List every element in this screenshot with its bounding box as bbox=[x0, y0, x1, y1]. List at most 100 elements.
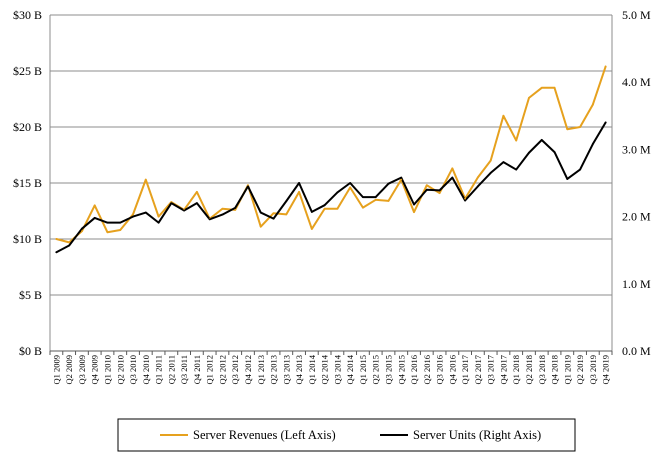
server-units-point bbox=[259, 211, 262, 214]
server-units-point bbox=[208, 218, 211, 221]
x-axis-tick-label: Q4 2019 bbox=[601, 355, 611, 385]
server-revenues-point bbox=[362, 206, 364, 209]
x-axis-tick-label: Q3 2018 bbox=[537, 355, 547, 385]
server-units-point bbox=[489, 172, 492, 174]
x-axis-tick-label: Q1 2009 bbox=[51, 355, 61, 385]
server-units-point bbox=[579, 168, 581, 171]
server-revenues-point bbox=[336, 207, 339, 210]
left-axis-tick-label: $25 B bbox=[13, 64, 42, 78]
x-axis-tick-label: Q3 2015 bbox=[383, 355, 393, 385]
server-revenues-point bbox=[132, 213, 134, 216]
right-axis-tick-label: 0.0 M bbox=[622, 344, 651, 358]
server-revenues-point bbox=[310, 228, 313, 230]
server-units-point bbox=[183, 209, 186, 212]
server-revenues-point bbox=[489, 159, 492, 162]
left-axis-tick-label: $20 B bbox=[13, 120, 42, 134]
left-axis-tick-label: $15 B bbox=[13, 176, 42, 190]
x-axis-tick-label: Q1 2019 bbox=[562, 355, 572, 385]
x-axis-tick-label: Q1 2015 bbox=[358, 355, 368, 385]
server-units-line bbox=[55, 121, 607, 254]
server-revenues-point bbox=[579, 126, 581, 128]
x-axis-tick-label: Q1 2014 bbox=[307, 354, 317, 384]
server-units-point bbox=[106, 221, 109, 224]
x-axis-tick-label: Q4 2014 bbox=[345, 354, 355, 384]
server-units-point bbox=[515, 168, 518, 171]
server-units-point bbox=[298, 182, 300, 184]
server-revenues-point bbox=[81, 230, 83, 233]
server-revenues-point bbox=[285, 213, 288, 216]
left-axis-tick-label: $30 B bbox=[13, 8, 42, 22]
left-axis-tick-label: $10 B bbox=[13, 232, 42, 246]
server-units-legend-label: Server Units (Right Axis) bbox=[413, 428, 541, 442]
server-revenues-point bbox=[476, 176, 479, 179]
server-units-point bbox=[553, 151, 556, 153]
server-revenues-point bbox=[566, 128, 569, 131]
server-revenues-point bbox=[400, 178, 403, 181]
server-units-point bbox=[195, 202, 198, 205]
server-revenues-legend-label: Server Revenues (Left Axis) bbox=[193, 428, 336, 442]
server-units-point bbox=[464, 199, 467, 202]
server-revenues-point bbox=[540, 86, 543, 89]
server-units-point bbox=[247, 185, 249, 188]
x-axis-tick-label: Q2 2015 bbox=[371, 355, 381, 385]
server-revenues-point bbox=[591, 103, 594, 106]
x-axis-tick-label: Q2 2011 bbox=[166, 355, 176, 384]
x-axis-tick-label: Q1 2010 bbox=[102, 355, 112, 385]
x-axis-tick-label: Q4 2011 bbox=[192, 355, 202, 384]
server-units-point bbox=[400, 176, 403, 179]
x-axis-tick-label: Q3 2017 bbox=[486, 355, 496, 385]
left-axis-tick-label: $5 B bbox=[19, 288, 42, 302]
x-axis-tick-label: Q4 2018 bbox=[550, 355, 560, 385]
x-axis-tick-label: Q3 2013 bbox=[281, 355, 291, 385]
x-axis-tick-label: Q2 2016 bbox=[422, 355, 432, 385]
left-axis-tick-label: $0 B bbox=[19, 344, 42, 358]
server-revenues-point bbox=[93, 204, 96, 207]
server-units-point bbox=[81, 227, 83, 230]
server-revenues-point bbox=[272, 212, 275, 215]
right-axis-tick-label: 5.0 M bbox=[622, 8, 651, 22]
server-units-point bbox=[362, 196, 364, 199]
x-axis-tick-label: Q1 2011 bbox=[154, 355, 164, 384]
server-revenues-point bbox=[68, 241, 71, 244]
server-revenues-point bbox=[234, 208, 237, 211]
x-axis-tick-label: Q2 2009 bbox=[64, 355, 74, 385]
server-revenues-point bbox=[515, 139, 518, 142]
server-units-point bbox=[604, 121, 607, 124]
axes: $0 B $5 B $10 B $15 B $20 B $25 B $30 B 0.0 M 1.… bbox=[13, 8, 651, 385]
x-axis-tick-label: Q1 2018 bbox=[511, 355, 521, 385]
server-units-point bbox=[285, 200, 288, 203]
server-revenues-point bbox=[144, 178, 147, 181]
x-axis-tick-label: Q4 2012 bbox=[243, 355, 253, 385]
server-units-point bbox=[438, 189, 441, 192]
x-axis-tick-label: Q3 2016 bbox=[435, 355, 445, 385]
server-revenues-point bbox=[119, 229, 122, 231]
server-units-point bbox=[310, 210, 313, 213]
server-units-point bbox=[170, 202, 173, 205]
x-axis-tick-label: Q4 2016 bbox=[447, 355, 457, 385]
server-revenues-point bbox=[323, 207, 326, 210]
server-revenues-point bbox=[349, 186, 352, 189]
server-revenues-point bbox=[413, 211, 415, 214]
server-units-point bbox=[55, 251, 58, 254]
server-revenues-point bbox=[298, 191, 300, 193]
server-units-point bbox=[502, 161, 505, 164]
server-revenues-point bbox=[438, 192, 441, 194]
x-axis-tick-label: Q4 2009 bbox=[90, 355, 100, 385]
server-units-point bbox=[413, 203, 415, 206]
server-units-point bbox=[234, 206, 237, 209]
server-revenues-point bbox=[502, 114, 505, 117]
server-units-point bbox=[323, 204, 326, 207]
x-axis-tick-label: Q3 2009 bbox=[77, 355, 87, 385]
x-axis-tick-label: Q3 2012 bbox=[230, 355, 240, 385]
right-axis-tick-label: 4.0 M bbox=[622, 75, 651, 89]
server-units-point bbox=[93, 217, 96, 219]
legend-box bbox=[117, 418, 576, 452]
server-revenues-point bbox=[604, 65, 607, 68]
x-axis-tick-label: Q4 2017 bbox=[498, 355, 508, 385]
legend: Server Revenues (Left Axis) Server Units … bbox=[117, 418, 576, 452]
server-units-point bbox=[374, 196, 377, 199]
server-revenues-point bbox=[374, 198, 377, 201]
series-lines bbox=[55, 65, 607, 254]
